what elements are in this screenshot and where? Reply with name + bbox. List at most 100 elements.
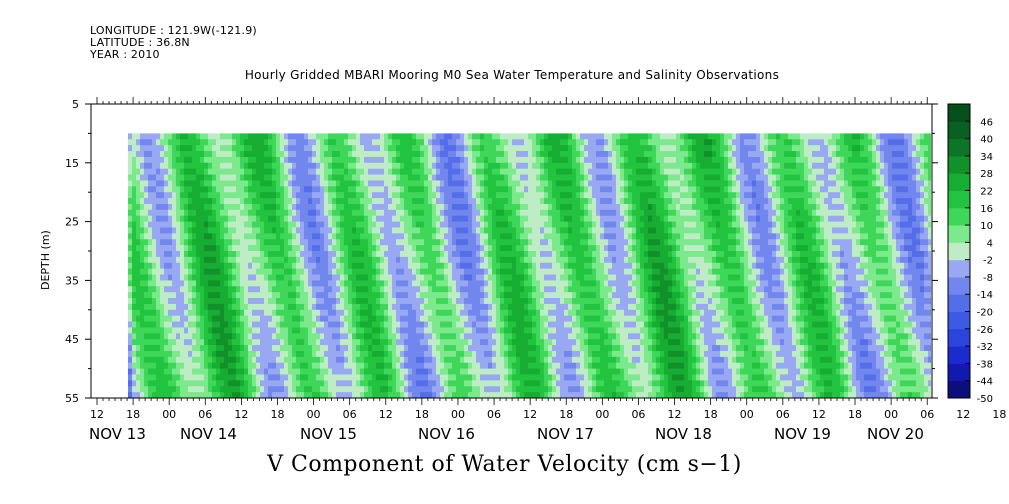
heatmap-cell (236, 151, 241, 158)
heatmap-cell (224, 251, 229, 258)
heatmap-cell (516, 180, 521, 187)
heatmap-cell (252, 268, 257, 275)
heatmap-cell (240, 151, 245, 158)
heatmap-cell (400, 274, 405, 281)
heatmap-cell (560, 268, 565, 275)
heatmap-cell (540, 186, 545, 193)
heatmap-cell (244, 303, 249, 311)
heatmap-cell (492, 333, 497, 340)
heatmap-cell (264, 333, 269, 340)
heatmap-cell (224, 386, 229, 393)
heatmap-cell (492, 303, 497, 311)
heatmap-cell (332, 374, 337, 381)
heatmap-cell (132, 380, 137, 387)
heatmap-cell (204, 274, 209, 281)
heatmap-cell (212, 133, 217, 140)
heatmap-cell (184, 251, 189, 258)
heatmap-cell (240, 380, 245, 387)
heatmap-cell (136, 280, 141, 287)
heatmap-cell (148, 374, 153, 381)
heatmap-cell (508, 156, 513, 164)
heatmap-cell (388, 174, 393, 181)
heatmap-cell (508, 286, 513, 293)
heatmap-cell (240, 262, 245, 270)
heatmap-cell (480, 321, 485, 328)
heatmap-cell (312, 362, 317, 369)
heatmap-cell (296, 298, 301, 305)
heatmap-cell (164, 256, 169, 264)
heatmap-cell (348, 186, 353, 193)
heatmap-cell (564, 315, 569, 322)
heatmap-cell (292, 156, 297, 164)
heatmap-cell (308, 180, 313, 187)
heatmap-cell (152, 239, 157, 246)
heatmap-cell (552, 350, 557, 358)
heatmap-cell (492, 180, 497, 187)
heatmap-cell (192, 245, 197, 252)
heatmap-cell (348, 215, 353, 222)
heatmap-cell (288, 239, 293, 246)
heatmap-cell (152, 374, 157, 381)
heatmap-cell (324, 215, 329, 222)
heatmap-cell (540, 362, 545, 369)
heatmap-cell (200, 139, 205, 146)
heatmap-cell (128, 233, 133, 240)
heatmap-cell (528, 303, 533, 311)
heatmap-cell (244, 356, 249, 364)
heatmap-cell (236, 380, 241, 387)
heatmap-cell (220, 321, 225, 328)
heatmap-cell (160, 356, 165, 364)
heatmap-cell (408, 192, 413, 199)
heatmap-cell (224, 151, 229, 158)
heatmap-cell (524, 315, 529, 322)
heatmap-cell (492, 315, 497, 322)
heatmap-cell (204, 350, 209, 358)
heatmap-cell (568, 133, 573, 140)
heatmap-cell (368, 309, 373, 317)
heatmap-cell (496, 145, 501, 152)
heatmap-cell (436, 350, 441, 358)
heatmap-cell (148, 262, 153, 270)
heatmap-cell (412, 180, 417, 187)
heatmap-cell (416, 356, 421, 364)
heatmap-cell (260, 356, 265, 364)
heatmap-cell (472, 209, 477, 217)
heatmap-cell (384, 239, 389, 246)
heatmap-cell (208, 392, 213, 398)
heatmap-cell (464, 227, 469, 234)
heatmap-cell (436, 139, 441, 146)
heatmap-cell (320, 345, 325, 352)
heatmap-cell (288, 345, 293, 352)
heatmap-cell (220, 203, 225, 211)
heatmap-cell (336, 256, 341, 264)
heatmap-cell (368, 162, 373, 170)
heatmap-cell (512, 245, 517, 252)
heatmap-cell (544, 192, 549, 199)
heatmap-cell (272, 209, 277, 217)
heatmap-cell (132, 327, 137, 334)
heatmap-cell (220, 280, 225, 287)
heatmap-cell (360, 315, 365, 322)
heatmap-cell (140, 180, 145, 187)
heatmap-cell (404, 156, 409, 164)
heatmap-cell (228, 280, 233, 287)
heatmap-cell (336, 321, 341, 328)
heatmap-cell (304, 386, 309, 393)
heatmap-cell (444, 339, 449, 346)
heatmap-cell (352, 209, 357, 217)
heatmap-cell (316, 151, 321, 158)
heatmap-cell (456, 268, 461, 275)
heatmap-cell (328, 186, 333, 193)
heatmap-cell (136, 227, 141, 234)
heatmap-cell (316, 321, 321, 328)
heatmap-cell (176, 186, 181, 193)
heatmap-cell (556, 274, 561, 281)
heatmap-cell (320, 215, 325, 222)
heatmap-cell (200, 174, 205, 181)
heatmap-cell (304, 356, 309, 364)
heatmap-cell (392, 133, 397, 140)
heatmap-cell (244, 186, 249, 193)
heatmap-cell (412, 262, 417, 270)
heatmap-cell (344, 262, 349, 270)
heatmap-cell (180, 268, 185, 275)
